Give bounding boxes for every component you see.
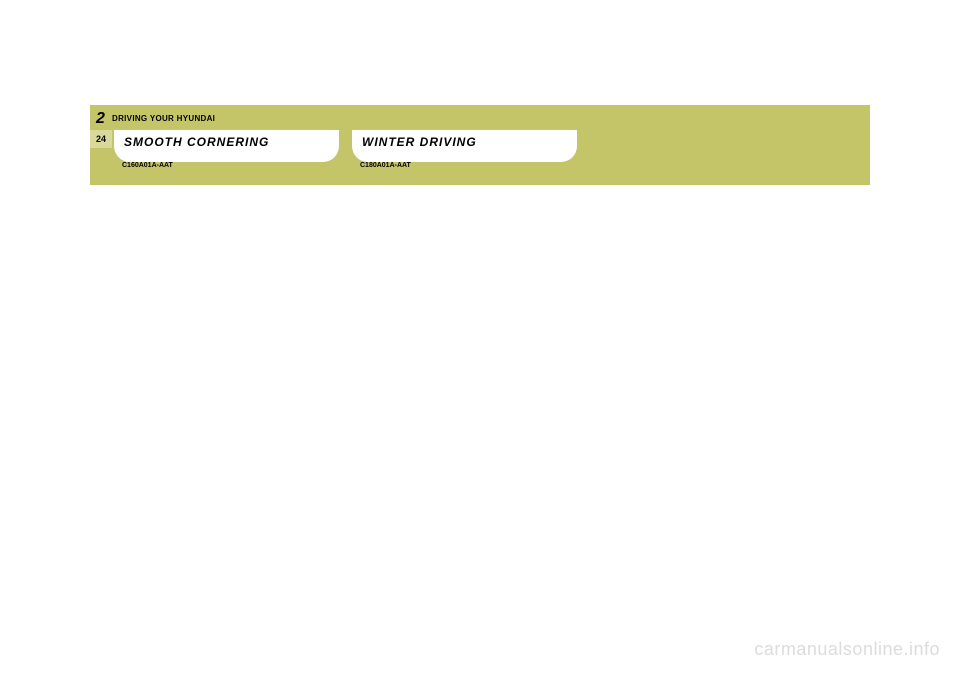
chapter-number: 2	[96, 110, 105, 128]
section-title: WINTER DRIVING	[362, 135, 547, 149]
section-pill: SMOOTH CORNERING	[114, 130, 339, 162]
watermark-text: carmanualsonline.info	[754, 639, 940, 660]
section-code: C180A01A-AAT	[360, 162, 411, 169]
page-number: 24	[96, 134, 106, 144]
chapter-title: DRIVING YOUR HYUNDAI	[112, 114, 215, 123]
section-pill: WINTER DRIVING	[352, 130, 577, 162]
section-title: SMOOTH CORNERING	[124, 135, 309, 149]
page-number-box: 24	[90, 130, 112, 148]
section-code: C160A01A-AAT	[122, 162, 173, 169]
